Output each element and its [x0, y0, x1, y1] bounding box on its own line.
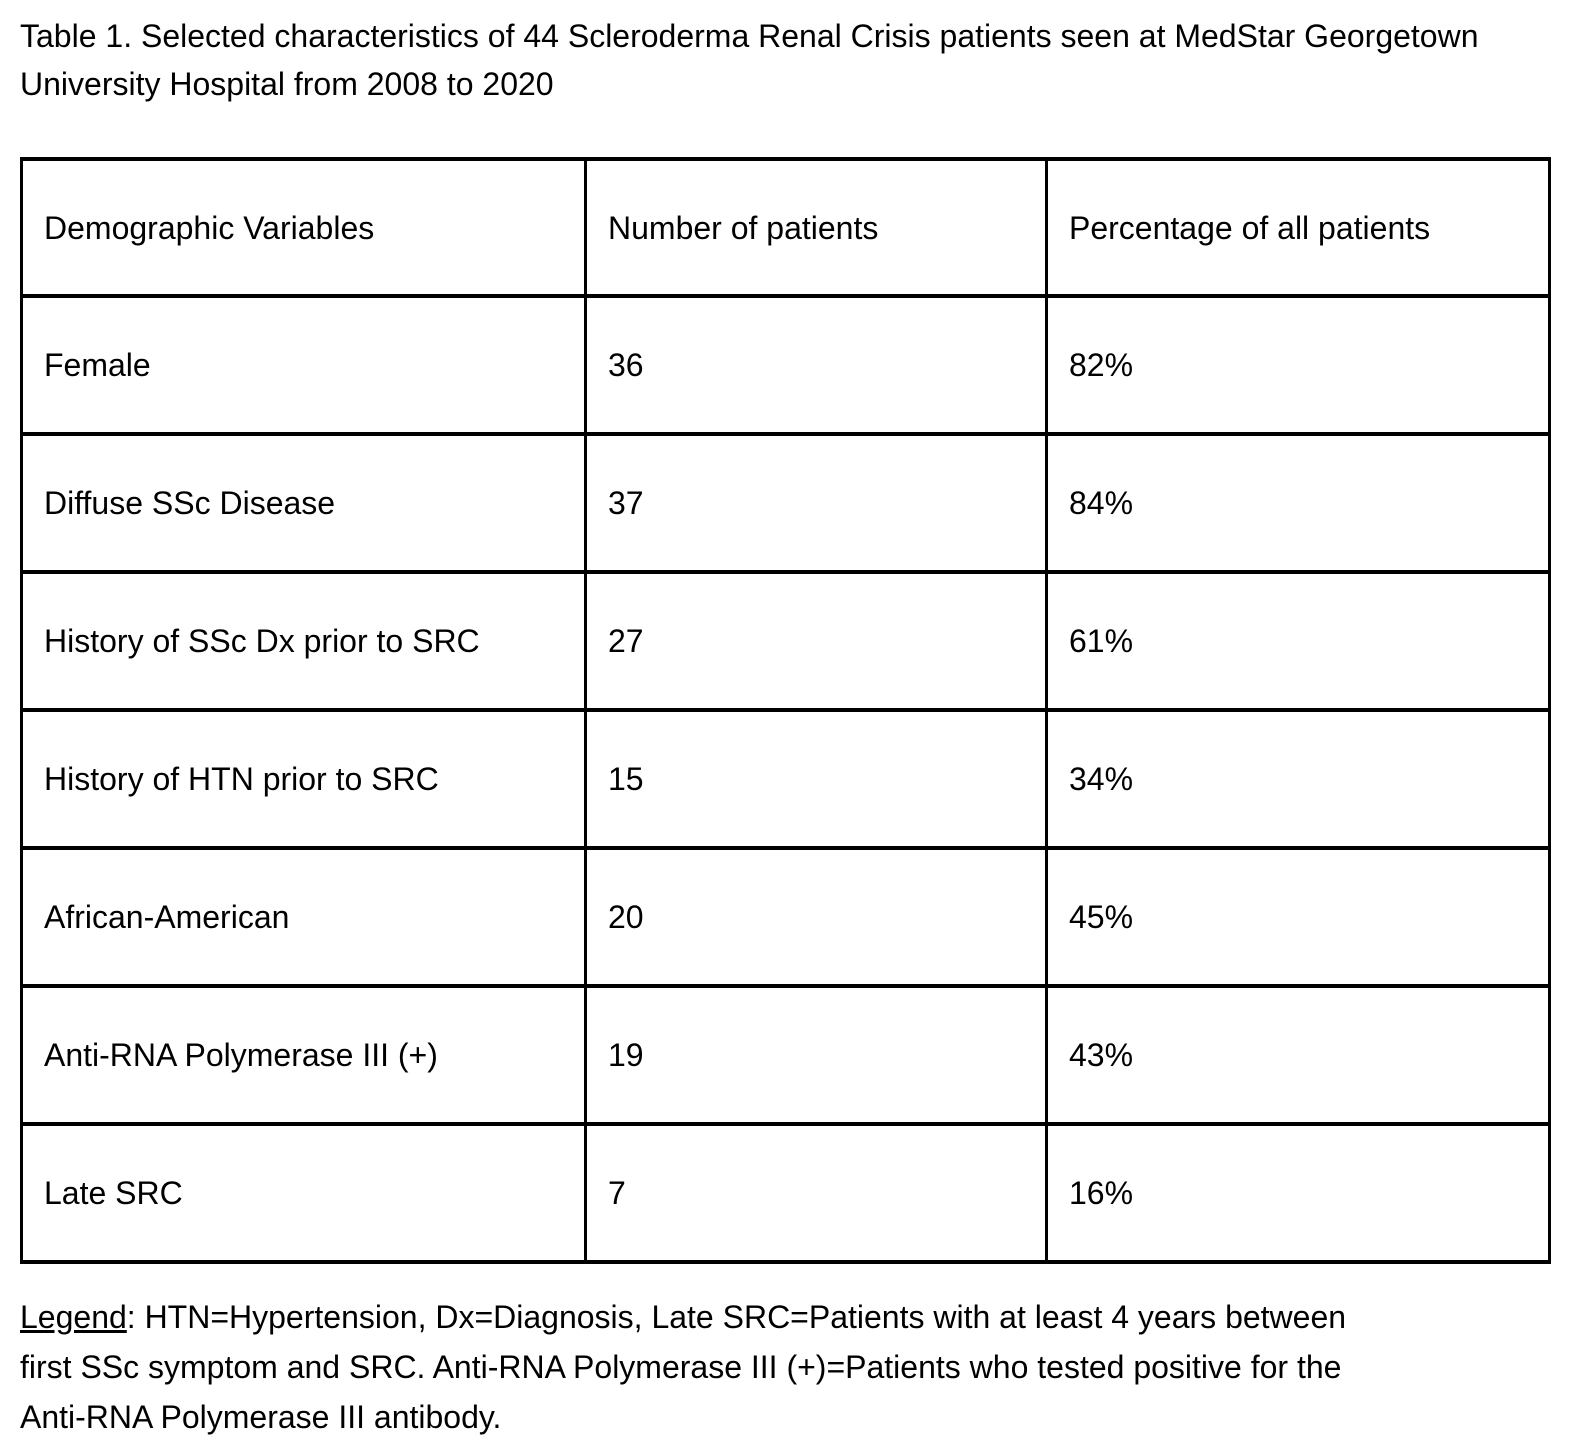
table-row-anti-rna-polymerase: Anti-RNA Polymerase III (+) 19 43% — [20, 984, 1551, 1126]
cell-count: 37 — [584, 432, 1048, 574]
table-row-african-american: African-American 20 45% — [20, 846, 1551, 988]
cell-variable: Female — [20, 294, 587, 436]
table-row-female: Female 36 82% — [20, 294, 1551, 436]
cell-count: 36 — [584, 294, 1048, 436]
cell-variable: History of HTN prior to SRC — [20, 708, 587, 850]
patient-characteristics-table: Demographic Variables Number of patients… — [20, 157, 1551, 1264]
cell-percent: 84% — [1045, 432, 1551, 574]
cell-percent: 45% — [1045, 846, 1551, 988]
table-legend: Legend: HTN=Hypertension, Dx=Diagnosis, … — [20, 1292, 1572, 1440]
table-row-ssc-dx-history: History of SSc Dx prior to SRC 27 61% — [20, 570, 1551, 712]
table-row-diffuse-ssc: Diffuse SSc Disease 37 84% — [20, 432, 1551, 574]
cell-percent: 43% — [1045, 984, 1551, 1126]
header-cell-number-of-patients: Number of patients — [584, 157, 1048, 298]
cell-variable: African-American — [20, 846, 587, 988]
legend-line-1: Legend: HTN=Hypertension, Dx=Diagnosis, … — [20, 1292, 1572, 1342]
cell-percent: 16% — [1045, 1122, 1551, 1264]
cell-count: 20 — [584, 846, 1048, 988]
legend-label: Legend — [20, 1299, 127, 1335]
cell-count: 15 — [584, 708, 1048, 850]
table-row-htn-history: History of HTN prior to SRC 15 34% — [20, 708, 1551, 850]
cell-variable: Anti-RNA Polymerase III (+) — [20, 984, 587, 1126]
cell-percent: 34% — [1045, 708, 1551, 850]
table-title: Table 1. Selected characteristics of 44 … — [20, 18, 1479, 102]
cell-variable: Diffuse SSc Disease — [20, 432, 587, 574]
table-header-row: Demographic Variables Number of patients… — [20, 157, 1551, 298]
cell-count: 27 — [584, 570, 1048, 712]
legend-text-line-3: Anti-RNA Polymerase III antibody. — [20, 1399, 502, 1435]
legend-text-line-2: first SSc symptom and SRC. Anti-RNA Poly… — [20, 1349, 1342, 1385]
header-cell-percentage: Percentage of all patients — [1045, 157, 1551, 298]
table-row-late-src: Late SRC 7 16% — [20, 1122, 1551, 1264]
cell-count: 7 — [584, 1122, 1048, 1264]
cell-count: 19 — [584, 984, 1048, 1126]
legend-text-line-1: : HTN=Hypertension, Dx=Diagnosis, Late S… — [126, 1299, 1347, 1335]
header-cell-demographic-variables: Demographic Variables — [20, 157, 587, 298]
cell-variable: Late SRC — [20, 1122, 587, 1264]
cell-percent: 82% — [1045, 294, 1551, 436]
cell-variable: History of SSc Dx prior to SRC — [20, 570, 587, 712]
cell-percent: 61% — [1045, 570, 1551, 712]
